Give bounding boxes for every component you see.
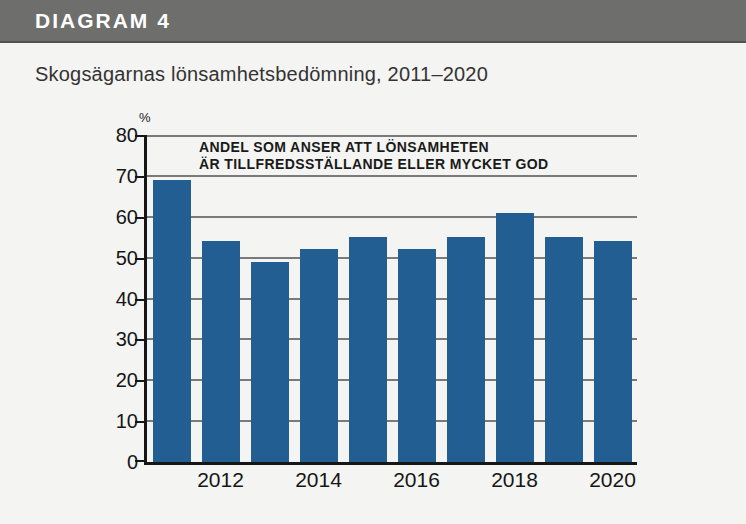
y-tick-80 (135, 135, 144, 137)
y-tick-label-50: 50 (88, 247, 138, 269)
chart-annotation-line-2: ÄR TILLFREDSSTÄLLANDE ELLER MYCKET GOD (199, 156, 549, 173)
y-tick-70 (135, 176, 144, 178)
diagram-card: DIAGRAM 4 Skogsägarnas lönsamhetsbedömni… (0, 0, 746, 524)
bar-2016 (398, 249, 436, 462)
y-tick-40 (135, 299, 144, 301)
y-tick-label-0: 0 (88, 451, 138, 473)
diagram-header: DIAGRAM 4 (0, 0, 746, 43)
y-tick-10 (135, 421, 144, 423)
y-tick-label-40: 40 (88, 288, 138, 310)
gridline-80 (147, 135, 637, 137)
chart-title: Skogsägarnas lönsamhetsbedömning, 2011–2… (35, 63, 488, 86)
plot-area: ANDEL SOM ANSER ATT LÖNSAMHETEN ÄR TILLF… (147, 135, 637, 462)
bar-2012 (202, 241, 240, 462)
y-tick-label-30: 30 (88, 328, 138, 350)
y-tick-label-20: 20 (88, 369, 138, 391)
y-tick-20 (135, 380, 144, 382)
x-axis-line (144, 462, 637, 465)
chart-annotation: ANDEL SOM ANSER ATT LÖNSAMHETEN ÄR TILLF… (199, 139, 549, 173)
x-tick-label-2018: 2018 (480, 468, 550, 492)
bar-2014 (300, 249, 338, 462)
bar-2019 (545, 237, 583, 462)
diagram-header-label: DIAGRAM 4 (0, 9, 171, 33)
gridline-60 (147, 216, 637, 218)
bar-2011 (153, 180, 191, 462)
y-tick-30 (135, 339, 144, 341)
bar-2013 (251, 262, 289, 462)
y-tick-50 (135, 258, 144, 260)
y-tick-label-10: 10 (88, 410, 138, 432)
y-tick-label-70: 70 (88, 165, 138, 187)
y-tick-60 (135, 217, 144, 219)
chart-annotation-line-1: ANDEL SOM ANSER ATT LÖNSAMHETEN (199, 139, 549, 156)
y-tick-0 (135, 460, 144, 462)
x-tick-label-2016: 2016 (382, 468, 452, 492)
gridline-70 (147, 175, 637, 177)
x-tick-label-2020: 2020 (578, 468, 648, 492)
bar-2018 (496, 213, 534, 462)
y-axis-unit-label: % (139, 110, 151, 125)
x-tick-label-2012: 2012 (186, 468, 256, 492)
y-tick-label-60: 60 (88, 206, 138, 228)
bar-2017 (447, 237, 485, 462)
bar-2020 (594, 241, 632, 462)
x-tick-label-2014: 2014 (284, 468, 354, 492)
bar-2015 (349, 237, 387, 462)
y-axis-line (144, 135, 147, 465)
y-tick-label-80: 80 (88, 124, 138, 146)
